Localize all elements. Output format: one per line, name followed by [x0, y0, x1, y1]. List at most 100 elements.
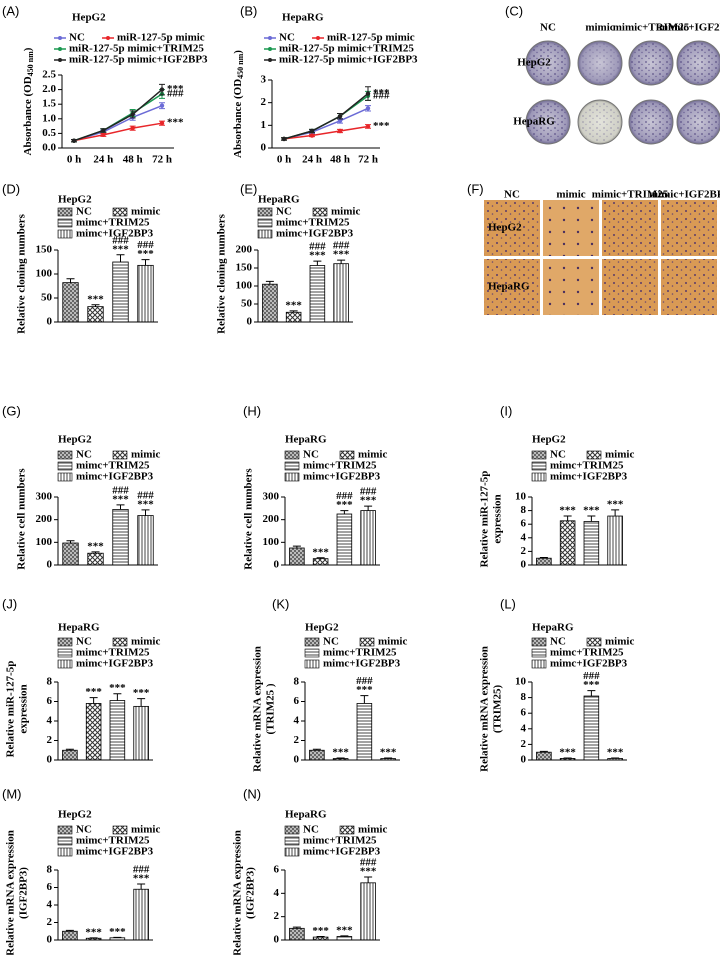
bar: [559, 520, 576, 566]
significance-label: ***: [336, 924, 353, 936]
y-tick-label: 50: [41, 292, 53, 304]
y-tick-label: 6: [294, 695, 300, 707]
legend-label: mimc+TRIM25: [303, 460, 377, 472]
y-tick-label: 0: [274, 934, 280, 946]
legend-label: miR-127-5p mimic: [327, 32, 415, 44]
error-bar: [611, 509, 620, 517]
column-label: NC: [504, 189, 520, 201]
legend-swatch: [57, 229, 73, 239]
legend-label: NC: [76, 449, 92, 461]
data-point: [101, 132, 106, 138]
y-tick-label: 8: [47, 676, 53, 688]
significance-label: ***: [607, 498, 624, 510]
data-point: [365, 124, 371, 129]
error-bar: [116, 504, 125, 510]
y-tick-label: 200: [263, 513, 280, 525]
series-line: [73, 122, 163, 142]
y-tick-label: 4: [521, 531, 527, 543]
y-tick-label: 8: [294, 676, 300, 688]
significance-label: ***: [133, 873, 150, 885]
legend-label: mimic: [358, 824, 387, 836]
series-line: [283, 93, 369, 140]
y-tick-label: 1.0: [42, 112, 56, 124]
legend-swatch: [57, 637, 73, 647]
data-point: [71, 138, 77, 143]
legend-label: mimc+TRIM25: [76, 217, 150, 229]
y-tick-label: 2: [521, 545, 527, 557]
error-bar: [91, 551, 100, 554]
significance-label: ***: [312, 925, 329, 937]
error-bar: [292, 926, 301, 929]
error-bar: [65, 748, 74, 751]
y-tick-label: 2: [47, 734, 53, 746]
chart-title: HepG2: [58, 809, 92, 821]
x-tick-label: 0 h: [67, 154, 81, 166]
bar: [309, 749, 325, 761]
legend-label: miR-127-5p mimic+TRIM25: [279, 43, 414, 55]
legend-swatch: [57, 836, 73, 846]
significance-label: ***: [373, 120, 390, 132]
significance-label: ***: [333, 249, 350, 261]
y-tick-label: 100: [36, 536, 53, 548]
panel-label: (F): [467, 181, 484, 196]
legend-swatch: [57, 825, 73, 835]
significance-label: ###: [333, 240, 350, 252]
y-axis-label: Relative miR-127-5p: [479, 471, 491, 568]
error-bar: [539, 750, 548, 753]
bar: [109, 700, 126, 761]
panel-label: (A): [2, 3, 19, 18]
micrograph: [602, 259, 658, 315]
legend-swatch: [284, 461, 300, 471]
legend-swatch: [531, 659, 547, 669]
legend-swatch: [339, 450, 355, 460]
bar: [583, 521, 600, 566]
data-point: [159, 87, 165, 92]
colonies: [631, 43, 671, 83]
x-tick-label: 24 h: [302, 154, 322, 166]
y-tick-label: 0: [47, 754, 53, 766]
x-tick-label: 72 h: [152, 154, 172, 166]
legend-swatch: [284, 825, 300, 835]
chart-title: HepaRG: [258, 194, 300, 206]
significance-label: ***: [380, 747, 397, 759]
legend-label: mimic: [605, 449, 634, 461]
y-tick-label: 4: [521, 722, 527, 734]
significance-label: ***: [285, 299, 302, 311]
data-point: [309, 128, 315, 134]
significance-label: ***: [85, 686, 102, 698]
legend-swatch: [57, 472, 73, 482]
y-tick-label: 2: [261, 96, 267, 108]
legend-label: NC: [279, 32, 295, 44]
legend-label: mimic: [131, 449, 160, 461]
bar: [62, 930, 78, 941]
y-tick-label: 0: [521, 754, 527, 766]
y-axis-label: Relative miR-127-5p: [5, 661, 17, 758]
y-tick-label: 2: [274, 910, 280, 922]
legend-swatch: [284, 847, 300, 857]
error-bar: [66, 540, 75, 544]
column-label: NC: [540, 22, 556, 34]
significance-label: ***: [87, 293, 104, 305]
series-line: [283, 95, 369, 140]
legend-label: mimc+TRIM25: [76, 460, 150, 472]
colonies: [679, 102, 719, 142]
y-tick-label: 150: [36, 244, 53, 256]
chart-title: HepG2: [58, 434, 92, 446]
legend-swatch: [312, 207, 328, 217]
error-bar: [539, 557, 548, 559]
legend-swatch: [531, 450, 547, 460]
error-bar: [563, 515, 572, 521]
error-bar: [65, 929, 74, 932]
legend-label: mimc+IGF2BP3: [323, 658, 401, 670]
data-point: [365, 106, 371, 111]
panel-label: (I): [500, 403, 512, 418]
panel-label: (C): [505, 3, 523, 18]
colonies: [580, 43, 620, 83]
colonies: [679, 43, 719, 83]
y-tick-label: 0: [47, 934, 53, 946]
legend-label: NC: [76, 636, 92, 648]
error-bar: [587, 515, 596, 522]
significance-label: ###: [336, 490, 353, 502]
legend-swatch: [586, 450, 602, 460]
row-label: HepG2: [488, 222, 522, 234]
